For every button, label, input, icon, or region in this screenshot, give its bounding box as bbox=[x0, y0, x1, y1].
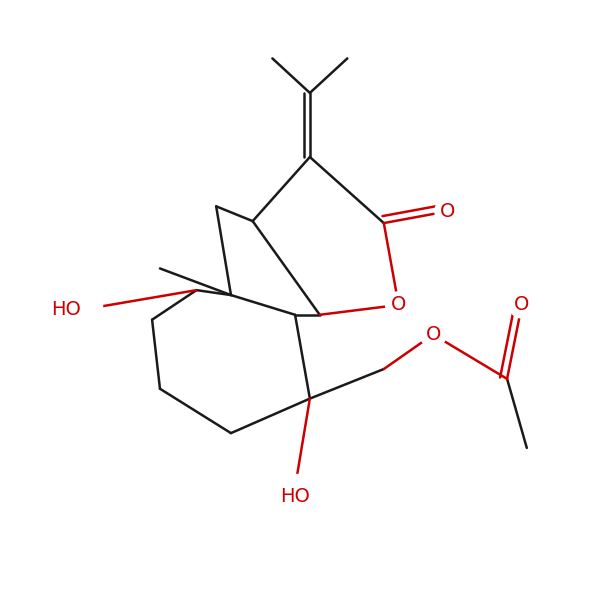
Circle shape bbox=[386, 292, 412, 318]
Bar bbox=[274, 475, 316, 500]
Text: O: O bbox=[514, 295, 530, 314]
Circle shape bbox=[420, 322, 446, 347]
Text: O: O bbox=[391, 295, 406, 314]
Circle shape bbox=[435, 198, 461, 224]
Bar bbox=[61, 297, 102, 323]
Text: O: O bbox=[425, 325, 441, 344]
Text: HO: HO bbox=[280, 487, 310, 506]
Circle shape bbox=[509, 292, 535, 318]
Text: HO: HO bbox=[51, 301, 81, 319]
Text: O: O bbox=[440, 202, 455, 221]
